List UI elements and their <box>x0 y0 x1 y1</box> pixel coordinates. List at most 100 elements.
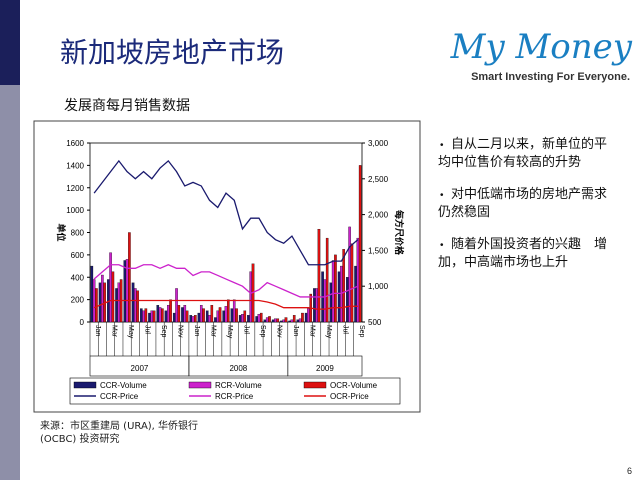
bar <box>313 288 316 323</box>
bar <box>134 288 137 323</box>
x-tick-label: Mar <box>210 325 217 338</box>
line <box>93 159 359 266</box>
bar <box>292 315 296 323</box>
legend-label: OCR-Price <box>330 392 369 401</box>
bar <box>257 314 261 323</box>
bar <box>161 308 164 323</box>
bar <box>268 316 271 323</box>
bullet-text: 随着外国投资者的兴趣 增加，中高端市场也上升 <box>438 236 607 269</box>
x-tick-label: Jan <box>193 325 200 336</box>
bar <box>249 271 253 323</box>
x-tick-label: Jul <box>144 325 151 334</box>
bar <box>205 310 209 323</box>
x-tick-label: Nov <box>275 325 282 338</box>
x-tick-label: May <box>325 325 332 339</box>
bar <box>150 310 154 323</box>
bar <box>98 282 102 323</box>
bar <box>123 260 127 323</box>
line <box>93 264 359 298</box>
bar <box>210 305 214 323</box>
bar <box>177 305 181 323</box>
bar <box>337 271 341 323</box>
bar <box>307 308 310 323</box>
bar <box>131 282 135 323</box>
bar <box>348 226 351 323</box>
bar <box>340 265 343 323</box>
y2-tick-label: 3,000 <box>368 139 389 148</box>
bar <box>274 318 277 323</box>
legend-label: RCR-Volume <box>215 381 262 390</box>
bar <box>175 288 178 323</box>
bar <box>238 315 242 323</box>
bar <box>218 307 222 323</box>
y-tick-label: 200 <box>71 296 85 305</box>
bar <box>315 288 318 323</box>
bar <box>199 305 203 323</box>
source: 来源：市区重建局 (URA), 华侨银行 <box>40 419 198 432</box>
bar <box>152 310 156 323</box>
plot-area <box>89 142 363 323</box>
legend-swatch <box>303 381 327 389</box>
y-tick-label: 1400 <box>66 161 84 170</box>
bullet-dot: • <box>440 140 444 151</box>
bar <box>232 299 236 323</box>
bar <box>243 310 247 323</box>
x-tick-label: May <box>127 325 134 339</box>
bar <box>109 252 112 323</box>
bar <box>139 308 143 323</box>
y2-tick-label: 2,500 <box>368 175 389 184</box>
x-tick-label: Jul <box>242 325 249 334</box>
bar <box>276 318 280 323</box>
bar <box>284 317 288 323</box>
bar <box>331 260 335 323</box>
bar <box>216 310 220 323</box>
y-tick-label: 600 <box>71 251 85 260</box>
bar <box>282 319 285 323</box>
group-label: 2007 <box>131 364 149 373</box>
bar <box>280 320 283 323</box>
bar <box>290 319 294 323</box>
y2-tick-label: 2,000 <box>368 211 389 220</box>
bar <box>222 310 226 323</box>
y2-tick-label: 1,500 <box>368 246 389 255</box>
bar <box>356 237 360 323</box>
bar <box>191 316 195 323</box>
bullet-dot: • <box>440 240 444 251</box>
bar <box>194 315 197 323</box>
bar <box>92 279 96 323</box>
bar <box>358 165 362 323</box>
group-label: 2008 <box>229 364 247 373</box>
bar <box>263 319 267 323</box>
bar <box>301 312 304 323</box>
y2-tick-label: 1,000 <box>368 282 389 291</box>
logo: My Money <box>450 27 633 67</box>
bar <box>142 310 145 323</box>
legend-box <box>69 377 401 405</box>
bar <box>241 314 244 323</box>
logo-tagline: Smart Investing For Everyone. <box>471 71 630 83</box>
legend-label: RCR-Price <box>215 392 254 401</box>
page-number: 6 <box>627 466 632 476</box>
chart-frame <box>33 120 421 413</box>
bar <box>259 312 263 323</box>
bar <box>156 305 160 323</box>
bar <box>115 288 118 323</box>
bar <box>265 317 269 323</box>
bar <box>111 271 115 323</box>
x-tick-label: Jan <box>94 325 101 336</box>
side-bar <box>0 85 20 480</box>
bar <box>128 232 131 323</box>
bar <box>144 308 148 323</box>
y-tick-label: 400 <box>71 273 85 282</box>
bar <box>214 317 217 323</box>
title: 新加坡房地产市场 <box>60 36 284 69</box>
y-tick-label: 0 <box>80 318 85 327</box>
bar <box>334 254 337 323</box>
y-tick-label: 1600 <box>66 139 84 148</box>
bar <box>101 274 104 323</box>
y2-axis-label: 每方尺价格 <box>393 210 405 256</box>
bar <box>208 315 211 323</box>
bar <box>247 315 250 323</box>
bar <box>172 312 176 323</box>
bar <box>167 305 170 323</box>
